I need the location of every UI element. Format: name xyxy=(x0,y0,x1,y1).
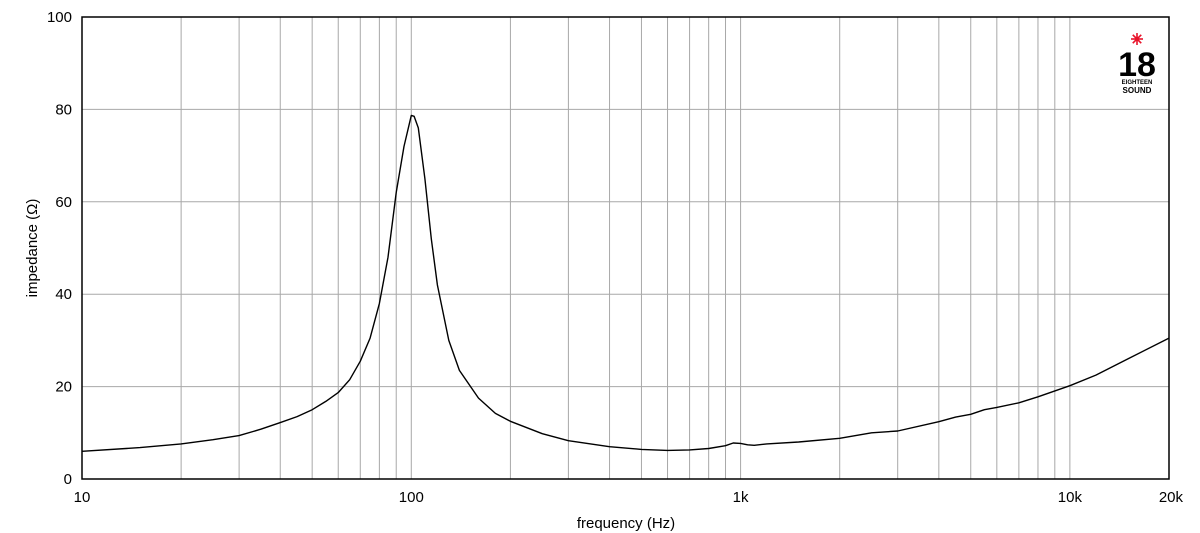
plot-frame xyxy=(81,16,1170,480)
logo-number: 18 xyxy=(1118,46,1156,84)
x-tick-label: 10k xyxy=(1058,489,1083,506)
impedance-curve xyxy=(81,114,1170,452)
y-tick-label: 100 xyxy=(47,9,72,26)
star-center xyxy=(1134,36,1140,42)
y-tick-labels: 0 20 40 60 80 100 xyxy=(47,9,72,488)
y-tick-label: 80 xyxy=(55,101,72,118)
y-tick-label: 0 xyxy=(64,471,72,488)
x-tick-label: 1k xyxy=(733,489,749,506)
logo-line1: EIGHTEEN xyxy=(1122,80,1153,86)
x-tick-label: 20k xyxy=(1159,489,1184,506)
y-axis-label: impedance (Ω) xyxy=(24,199,41,298)
y-tick-label: 60 xyxy=(55,194,72,211)
x-tick-label: 100 xyxy=(399,489,424,506)
x-tick-labels: 10 100 1k 10k 20k xyxy=(74,489,1184,506)
x-axis-label: frequency (Hz) xyxy=(577,515,675,532)
x-tick-label: 10 xyxy=(74,489,91,506)
y-tick-label: 40 xyxy=(55,286,72,303)
star-icon xyxy=(1131,33,1143,45)
grid-lines xyxy=(81,16,1170,480)
logo-line2: SOUND xyxy=(1123,86,1152,95)
y-tick-label: 20 xyxy=(55,379,72,396)
eighteen-sound-logo: 18 EIGHTEEN SOUND xyxy=(1118,33,1156,95)
